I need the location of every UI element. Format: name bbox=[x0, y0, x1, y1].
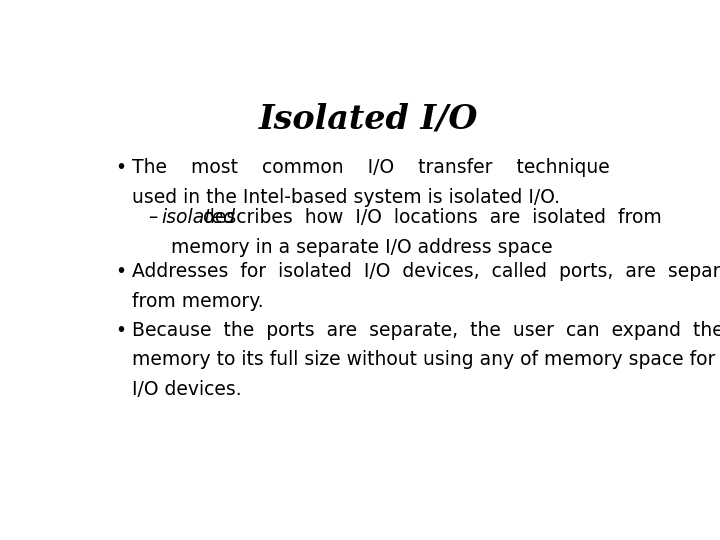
Text: memory to its full size without using any of memory space for: memory to its full size without using an… bbox=[132, 350, 715, 369]
Text: •: • bbox=[115, 262, 126, 281]
Text: isolated: isolated bbox=[161, 208, 235, 227]
Text: memory in a separate I/O address space: memory in a separate I/O address space bbox=[171, 238, 552, 257]
Text: •: • bbox=[115, 158, 126, 177]
Text: used in the Intel-based system is isolated I/O.: used in the Intel-based system is isolat… bbox=[132, 188, 560, 207]
Text: –: – bbox=[148, 208, 164, 227]
Text: The    most    common    I/O    transfer    technique: The most common I/O transfer technique bbox=[132, 158, 610, 177]
Text: Isolated I/O: Isolated I/O bbox=[259, 102, 479, 135]
Text: Addresses  for  isolated  I/O  devices,  called  ports,  are  separate: Addresses for isolated I/O devices, call… bbox=[132, 262, 720, 281]
Text: I/O devices.: I/O devices. bbox=[132, 380, 241, 400]
Text: •: • bbox=[115, 321, 126, 340]
Text: from memory.: from memory. bbox=[132, 292, 264, 311]
Text: Because  the  ports  are  separate,  the  user  can  expand  the: Because the ports are separate, the user… bbox=[132, 321, 720, 340]
Text: describes  how  I/O  locations  are  isolated  from: describes how I/O locations are isolated… bbox=[197, 208, 662, 227]
